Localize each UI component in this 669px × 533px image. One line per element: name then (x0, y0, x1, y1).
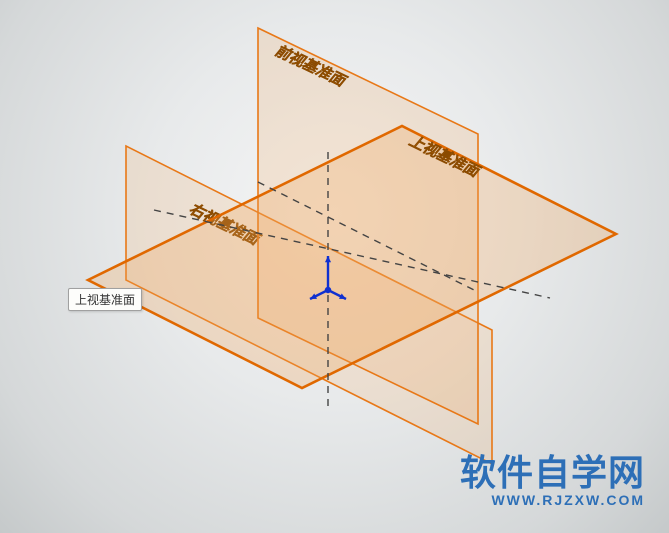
cad-viewport[interactable]: 右视基准面前视基准面上视基准面 上视基准面 软件自学网 WWW.RJZXW.CO… (0, 0, 669, 533)
plane-top[interactable]: 上视基准面 (88, 126, 616, 388)
watermark-title: 软件自学网 (460, 455, 645, 491)
plane-top-face[interactable] (88, 126, 616, 388)
watermark-url: WWW.RJZXW.COM (460, 493, 645, 507)
watermark: 软件自学网 WWW.RJZXW.COM (460, 455, 645, 507)
origin-point (325, 287, 331, 293)
hover-tooltip: 上视基准面 (68, 288, 142, 311)
